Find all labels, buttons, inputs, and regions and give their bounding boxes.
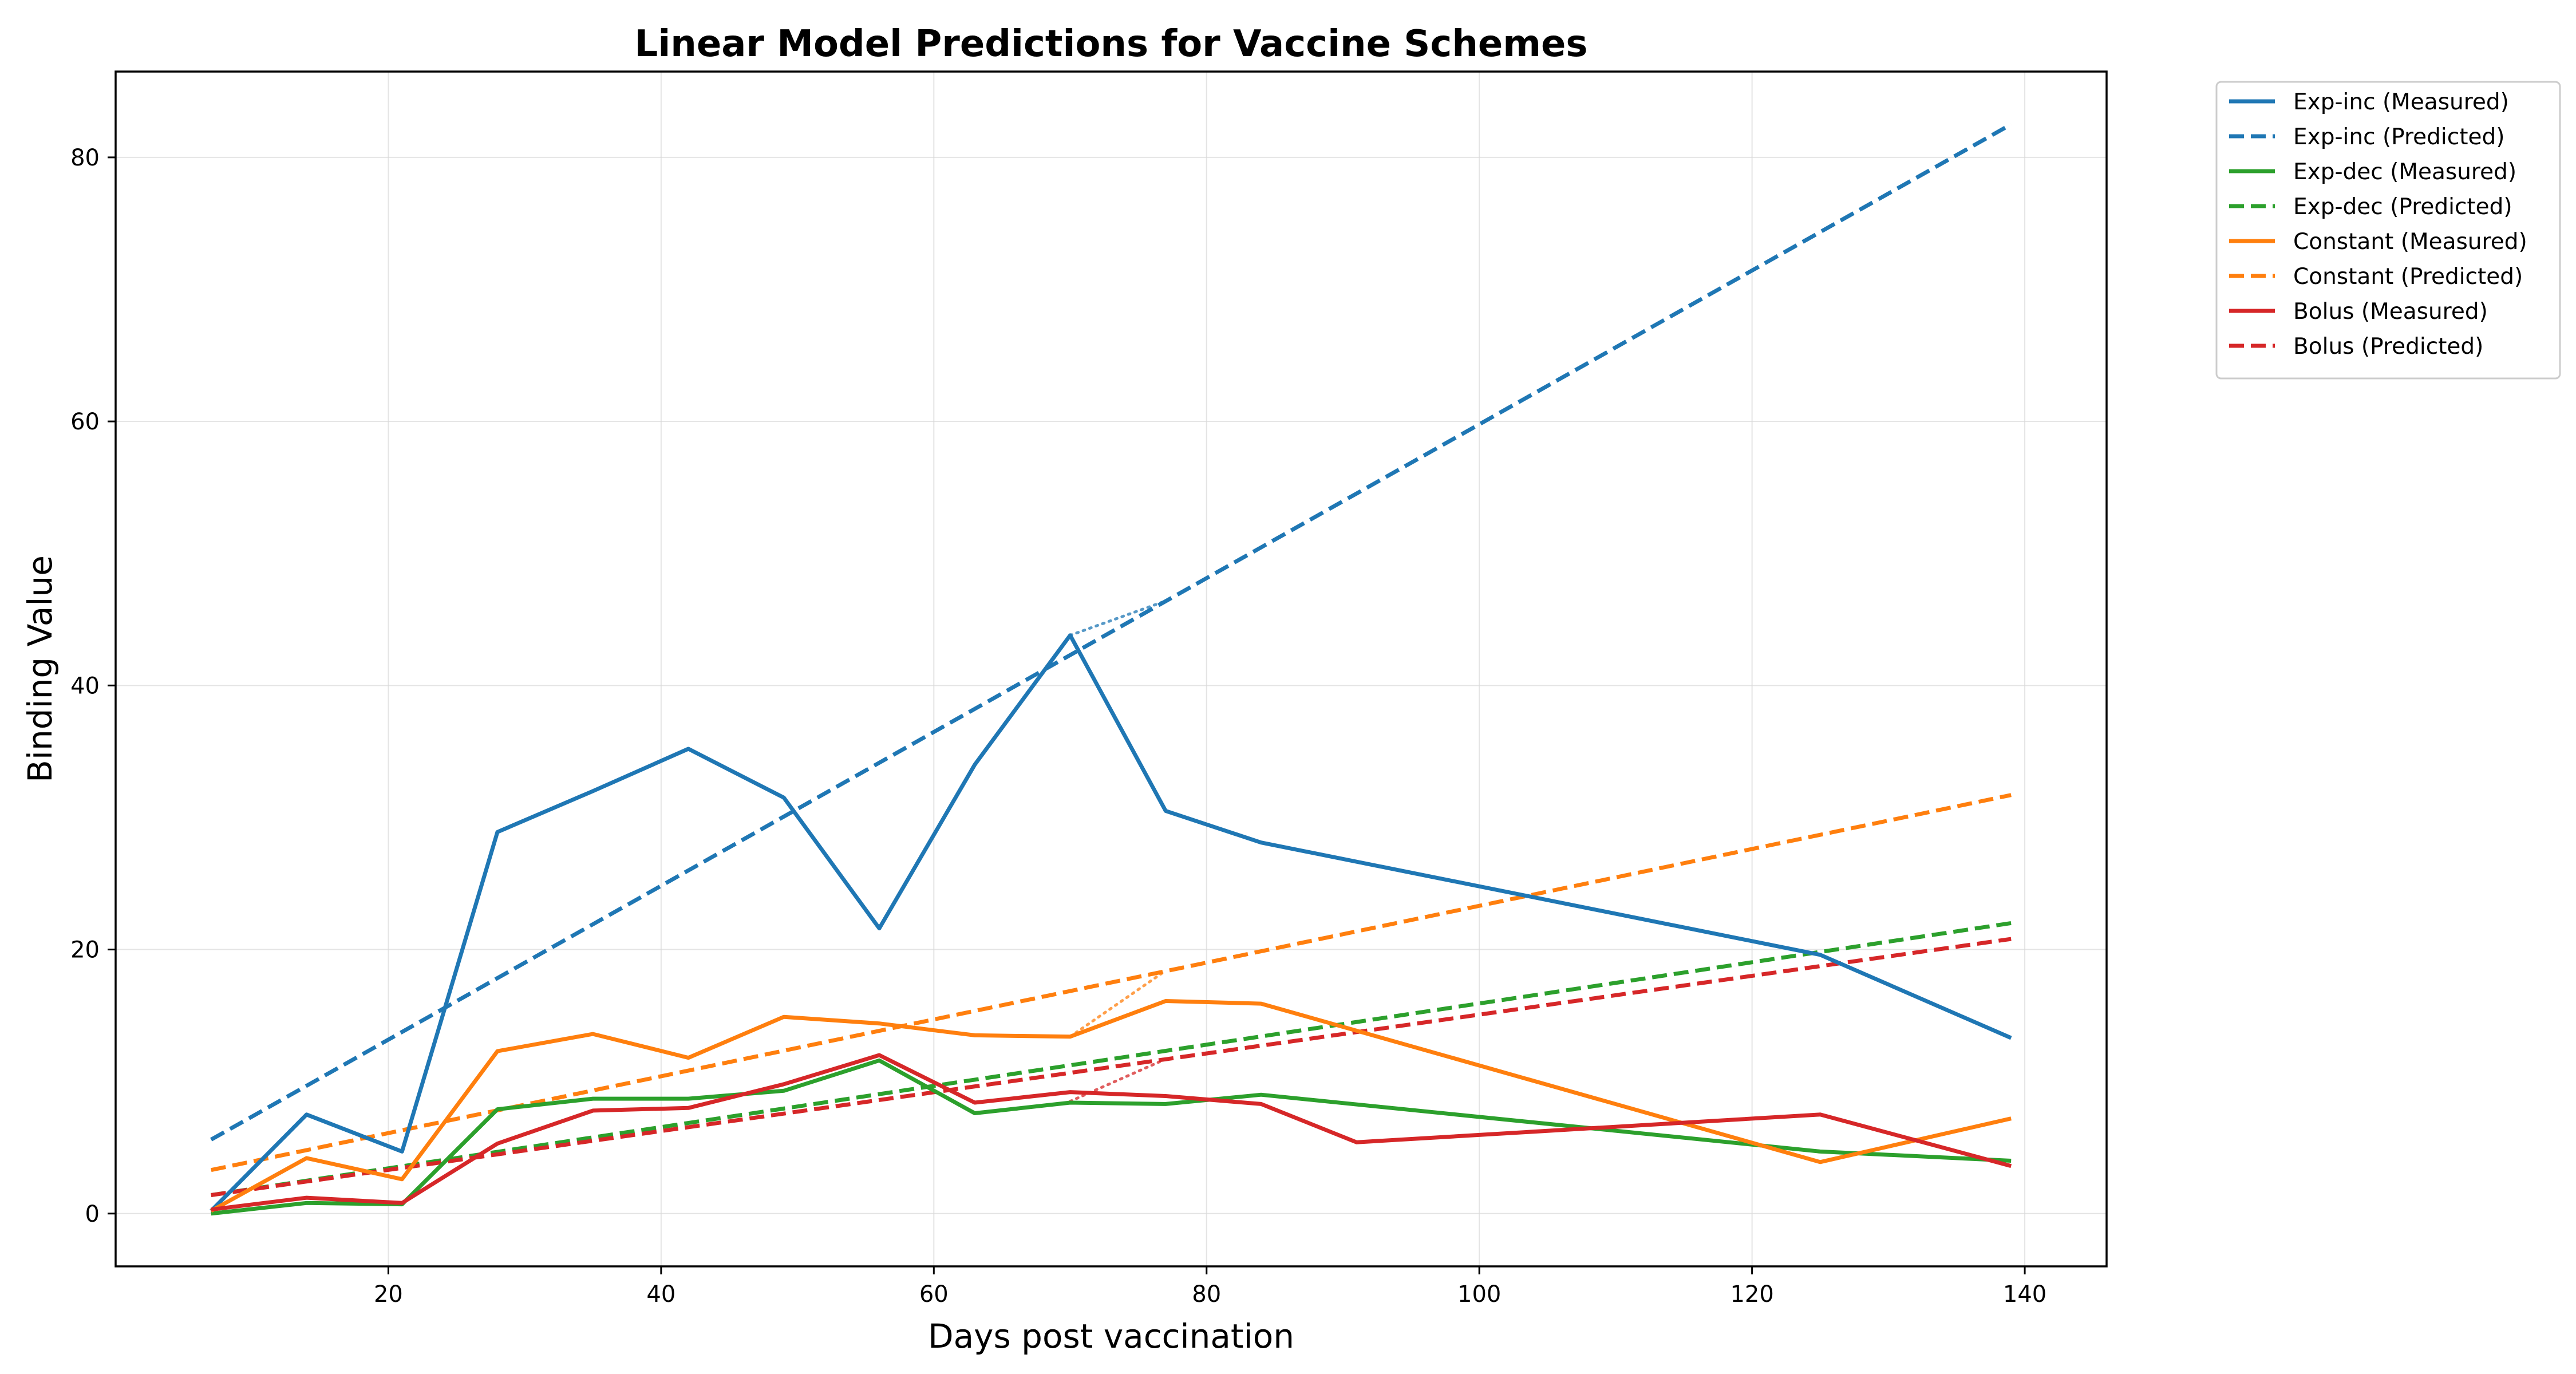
x-tick-label: 80 [1192, 1281, 1221, 1308]
y-tick-label: 0 [85, 1201, 100, 1227]
series-line-constant-measured [210, 999, 2012, 1213]
legend-label: Bolus (Predicted) [2293, 334, 2483, 360]
chart-title: Linear Model Predictions for Vaccine Sch… [635, 23, 1588, 65]
series-line-exp-dec-measured [211, 1058, 2012, 1216]
y-tick-label: 80 [70, 145, 100, 171]
legend-label: Bolus (Measured) [2293, 299, 2488, 325]
x-tick-label: 100 [1457, 1281, 1501, 1308]
legend-label: Exp-dec (Measured) [2293, 159, 2516, 185]
y-tick-label: 20 [70, 937, 100, 964]
legend: Exp-inc (Measured) Exp-inc (Predicted) Exp… [2215, 81, 2561, 380]
connector-line-1 [1069, 969, 1167, 1039]
x-tick-label: 20 [374, 1281, 403, 1308]
x-axis-label: Days post vaccination [928, 1317, 1294, 1356]
x-tick-label: 120 [1730, 1281, 1773, 1308]
legend-label: Exp-dec (Predicted) [2293, 194, 2512, 220]
grid [116, 72, 2107, 1266]
series-line-bolus-predicted [211, 937, 2012, 1197]
y-axis-label: Binding Value [21, 555, 60, 783]
axis-ticks: 20 40 60 80 100 120 140 0 20 40 60 80 [70, 145, 2046, 1308]
series-line-bolus-measured [211, 1053, 2012, 1212]
x-tick-label: 60 [919, 1281, 949, 1308]
legend-label: Exp-inc (Predicted) [2293, 124, 2504, 150]
legend-frame [2215, 81, 2561, 380]
plot-frame [114, 70, 2108, 1268]
series-layer [210, 123, 2012, 1216]
x-tick-label: 40 [646, 1281, 675, 1308]
y-tick-label: 40 [70, 673, 100, 699]
series-line-exp-inc-predicted [210, 123, 2012, 1142]
x-tick-label: 140 [2003, 1281, 2046, 1308]
series-line-exp-inc-measured [210, 633, 2012, 1213]
legend-label: Constant (Measured) [2293, 229, 2527, 255]
connector-line-0 [1069, 599, 1167, 637]
legend-label: Exp-inc (Measured) [2293, 89, 2509, 115]
legend-label: Constant (Predicted) [2293, 264, 2523, 290]
y-tick-label: 60 [70, 409, 100, 435]
